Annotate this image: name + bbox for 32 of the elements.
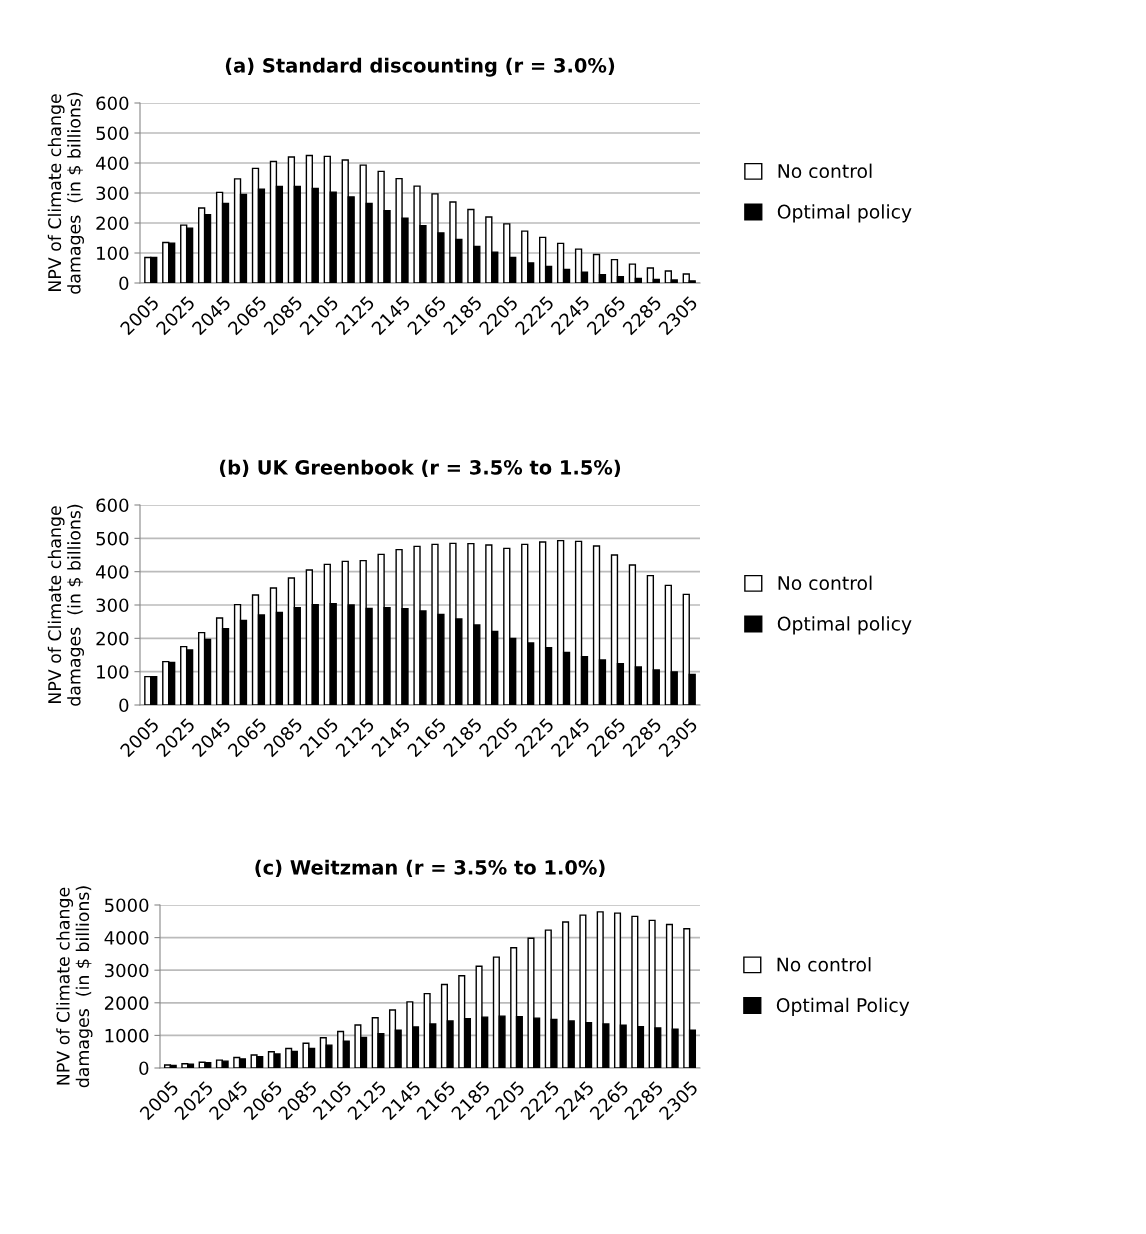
- legend-label: Optimal policy: [777, 204, 912, 223]
- y-tick-label: 400: [96, 565, 129, 579]
- y-tick-label: 300: [96, 186, 129, 201]
- chart-title: (b) UK Greenbook (r = 3.5% to 1.5%): [219, 459, 621, 478]
- y-tick-label: 400: [96, 156, 129, 171]
- y-axis-title: NPV of Climate change damages (in $ billions): [47, 504, 85, 706]
- y-tick-label: 3000: [105, 963, 149, 978]
- y-tick-label: 600: [96, 498, 129, 513]
- y-tick-label: 500: [96, 531, 129, 546]
- y-tick-label: 5000: [105, 898, 149, 913]
- y-tick-label: 500: [96, 126, 129, 141]
- y-tick-label: 600: [96, 96, 129, 111]
- y-tick-label: 0: [119, 276, 129, 291]
- y-tick-label: 300: [96, 598, 129, 613]
- y-tick-label: 100: [97, 665, 129, 679]
- chart-title: (c) Weitzman (r = 3.5% to 1.0%): [255, 859, 605, 878]
- legend-label: Optimal policy: [777, 616, 912, 635]
- legend-label: Optimal Policy: [776, 997, 910, 1016]
- y-axis-title: NPV of Climate change damages (in $ billions): [47, 92, 85, 294]
- y-tick-label: 1000: [105, 1028, 149, 1043]
- y-tick-label: 4000: [104, 931, 149, 945]
- chart-title: (a) Standard discounting (r = 3.0%): [225, 57, 615, 77]
- y-tick-label: 0: [139, 1061, 149, 1076]
- legend-label: No control: [778, 163, 872, 179]
- y-axis-title: NPV of Climate change damages (in $ billions): [56, 886, 93, 1088]
- y-tick-label: 100: [97, 246, 129, 261]
- legend-label: No control: [778, 575, 872, 591]
- y-tick-label: 200: [96, 631, 129, 646]
- y-tick-label: 2000: [104, 996, 149, 1010]
- y-tick-label: 200: [96, 216, 129, 231]
- legend-label: No control: [777, 957, 871, 972]
- y-tick-label: 0: [119, 698, 129, 713]
